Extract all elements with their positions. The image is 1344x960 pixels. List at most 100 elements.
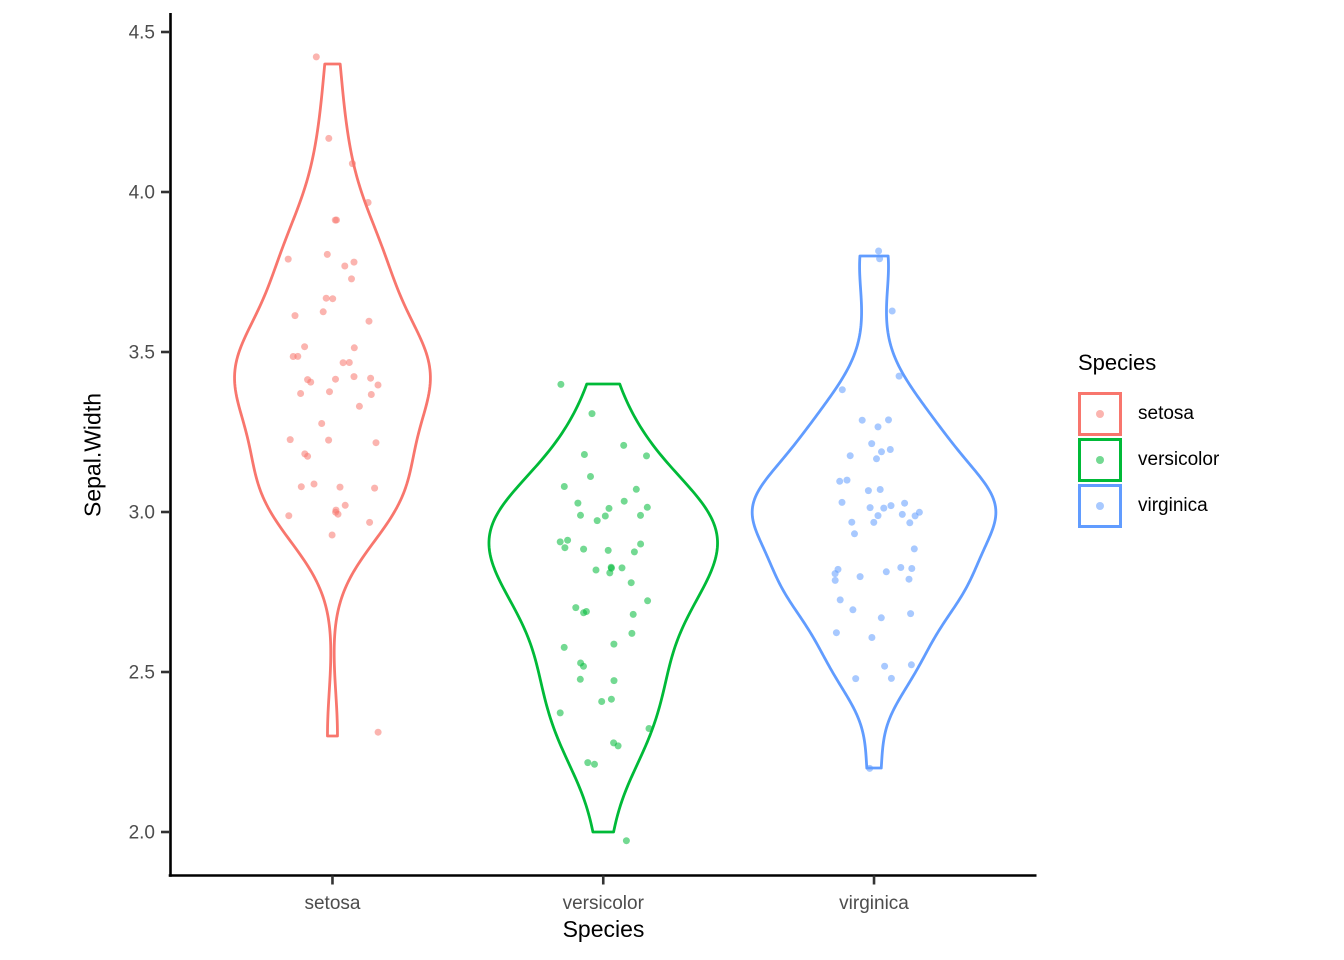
- data-point: [607, 564, 615, 572]
- data-point: [627, 579, 635, 587]
- data-point: [910, 545, 918, 553]
- data-point: [366, 518, 374, 526]
- axes: 2.0 2.5 3.0 3.5 4.0 4.5 setosa versicolor virgin…: [129, 13, 1037, 914]
- data-point: [881, 662, 889, 670]
- data-point: [560, 483, 568, 490]
- data-point: [294, 352, 302, 360]
- data-point: [866, 504, 874, 512]
- y-tick-label: 3.5: [129, 343, 155, 364]
- data-point: [637, 540, 645, 548]
- data-point: [882, 568, 890, 576]
- data-point: [332, 375, 339, 383]
- data-point: [836, 596, 844, 604]
- data-point: [610, 677, 618, 685]
- data-point: [580, 451, 588, 458]
- data-point: [587, 473, 594, 480]
- data-point: [328, 531, 336, 539]
- data-point: [323, 250, 331, 258]
- legend-key-versicolor-icon: [1078, 438, 1122, 482]
- data-point: [864, 487, 872, 495]
- data-point: [643, 503, 651, 511]
- y-tick-label: 2.0: [129, 823, 155, 844]
- data-point: [838, 498, 846, 506]
- data-point: [329, 295, 337, 303]
- data-point: [630, 548, 638, 556]
- data-point: [331, 216, 339, 224]
- data-point: [610, 739, 618, 747]
- data-point: [878, 448, 885, 456]
- violin-outline-versicolor: [487, 382, 719, 834]
- violin-outline-virginica: [750, 254, 998, 770]
- legend-item-virginica: virginica: [1078, 484, 1219, 528]
- data-point: [852, 675, 860, 683]
- data-point: [341, 501, 349, 509]
- data-point: [880, 504, 888, 512]
- data-point: [339, 359, 347, 367]
- data-point: [610, 640, 618, 648]
- data-point: [887, 674, 895, 682]
- data-point: [875, 247, 883, 255]
- data-point: [618, 564, 626, 572]
- legend-label: setosa: [1138, 403, 1194, 424]
- data-point: [876, 255, 884, 263]
- data-point: [637, 511, 644, 519]
- data-point: [598, 698, 606, 705]
- data-point: [556, 538, 564, 546]
- data-point: [622, 837, 630, 845]
- data-point: [310, 480, 318, 488]
- data-point: [874, 512, 882, 520]
- data-point: [365, 317, 373, 325]
- data-point: [856, 573, 864, 581]
- data-point: [592, 566, 600, 574]
- data-point: [304, 452, 312, 460]
- data-point: [580, 545, 588, 553]
- data-point: [901, 499, 909, 507]
- data-point: [888, 307, 896, 315]
- jitter-points-virginica: [831, 247, 923, 772]
- data-point: [367, 374, 375, 382]
- point-icon: [1096, 410, 1104, 418]
- data-point: [350, 258, 358, 266]
- data-point: [873, 455, 880, 463]
- data-point: [831, 576, 839, 584]
- data-point: [605, 504, 613, 512]
- data-point: [870, 518, 878, 526]
- data-point: [576, 675, 584, 683]
- data-point: [322, 294, 330, 302]
- data-point: [887, 502, 895, 510]
- x-axis-title: Species: [562, 916, 645, 942]
- data-point: [874, 423, 882, 431]
- data-point: [557, 380, 565, 388]
- data-point: [582, 608, 590, 615]
- legend-label: virginica: [1138, 495, 1208, 516]
- data-point: [868, 440, 876, 448]
- jitter-points-versicolor: [556, 380, 653, 845]
- data-point: [868, 634, 876, 641]
- data-point: [898, 510, 906, 518]
- data-point: [367, 391, 375, 398]
- data-point: [318, 420, 326, 427]
- data-point: [341, 262, 349, 270]
- data-point: [348, 160, 356, 168]
- y-tick-label: 3.0: [129, 503, 155, 524]
- data-point: [832, 629, 840, 637]
- legend: Species setosa versicolor virginica: [1078, 350, 1219, 530]
- data-point: [319, 308, 327, 316]
- legend-label: versicolor: [1138, 449, 1220, 470]
- data-point: [604, 546, 612, 554]
- data-point: [355, 402, 363, 410]
- data-point: [364, 199, 372, 206]
- data-point: [325, 134, 333, 142]
- data-point: [371, 484, 379, 492]
- data-point: [560, 643, 568, 651]
- data-point: [304, 376, 312, 384]
- point-icon: [1096, 456, 1104, 464]
- data-point: [645, 725, 653, 732]
- data-point: [858, 416, 866, 424]
- data-point: [866, 764, 874, 772]
- x-tick-label: setosa: [304, 893, 360, 914]
- data-point: [843, 476, 851, 484]
- data-point: [644, 597, 652, 605]
- data-point: [372, 439, 380, 447]
- data-point: [848, 518, 856, 526]
